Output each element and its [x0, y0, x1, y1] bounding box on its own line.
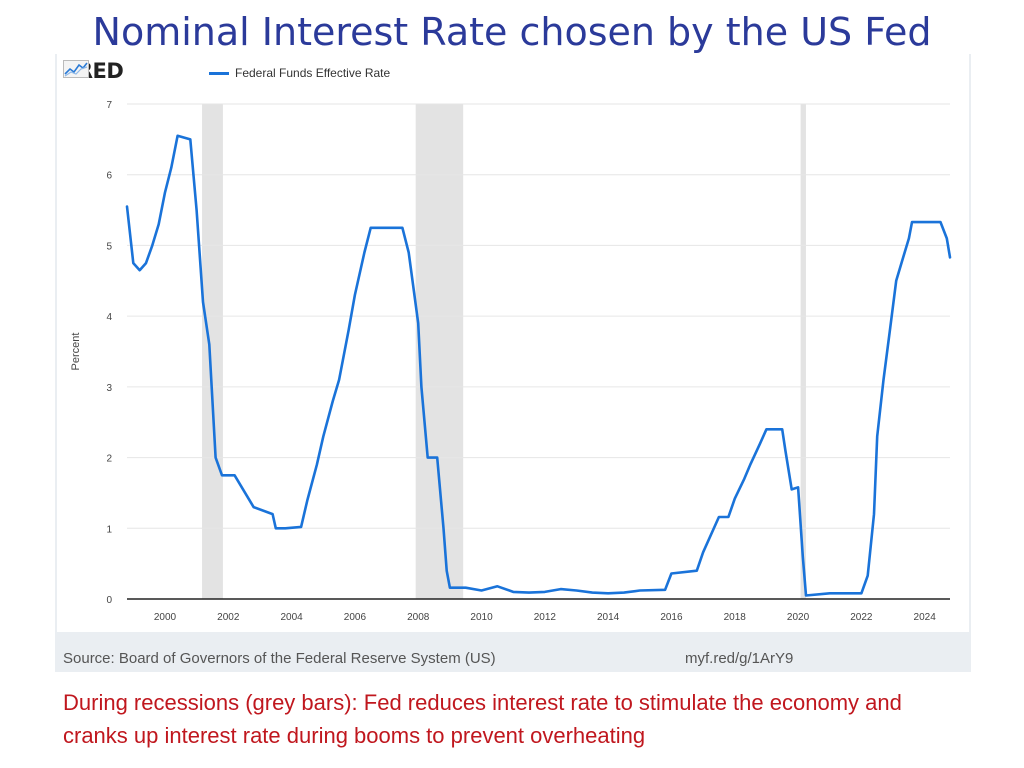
y-tick-label-2: 2 [106, 454, 112, 465]
x-tick-label-2016: 2016 [660, 612, 683, 623]
source-note: Source: Board of Governors of the Federa… [63, 650, 496, 667]
y-tick-label-4: 4 [106, 312, 112, 323]
y-axis-label: Percent [70, 333, 82, 371]
recession-band-2 [800, 104, 806, 599]
x-tick-label-2002: 2002 [217, 612, 240, 623]
recession-band-1 [415, 104, 464, 599]
y-tick-label-6: 6 [106, 171, 112, 182]
y-tick-label-1: 1 [106, 524, 112, 535]
x-tick-label-2018: 2018 [724, 612, 747, 623]
x-tick-label-2000: 2000 [154, 612, 177, 623]
line-chart: 0 1 2 3 4 5 6 7 Percent 2000 2002 2004 2006 2008 2010 2… [70, 100, 952, 623]
y-tick-label-0: 0 [106, 595, 112, 606]
y-tick-label-3: 3 [106, 383, 112, 394]
x-tick-label-2004: 2004 [280, 612, 303, 623]
y-tick-label-5: 5 [106, 241, 112, 252]
x-tick-label-2014: 2014 [597, 612, 620, 623]
x-tick-label-2006: 2006 [344, 612, 367, 623]
x-tick-label-2010: 2010 [470, 612, 493, 623]
short-link[interactable]: myf.red/g/1ArY9 [685, 650, 794, 667]
series-line-0 [125, 134, 952, 597]
x-tick-label-2024: 2024 [914, 612, 937, 623]
legend-swatch [209, 71, 229, 75]
recession-band-0 [202, 104, 223, 599]
x-tick-label-2022: 2022 [850, 612, 873, 623]
x-tick-label-2012: 2012 [534, 612, 557, 623]
x-tick-label-2020: 2020 [787, 612, 810, 623]
x-tick-label-2008: 2008 [407, 612, 430, 623]
plot-area: 0 1 2 3 4 5 6 7 Percent 2000 2002 2004 2006 2008 2010 2… [57, 54, 969, 632]
chart-legend: Federal Funds Effective Rate [209, 66, 390, 80]
y-tick-label-7: 7 [106, 100, 112, 111]
legend-label: Federal Funds Effective Rate [235, 66, 391, 80]
slide-caption: During recessions (grey bars): Fed reduc… [63, 690, 902, 748]
fred-logo: FRED [63, 59, 127, 83]
slide-title: Nominal Interest Rate chosen by the US F… [92, 10, 932, 54]
fred-chart-panel: 0 1 2 3 4 5 6 7 Percent 2000 2002 2004 2006 2008 2010 2… [55, 54, 971, 672]
